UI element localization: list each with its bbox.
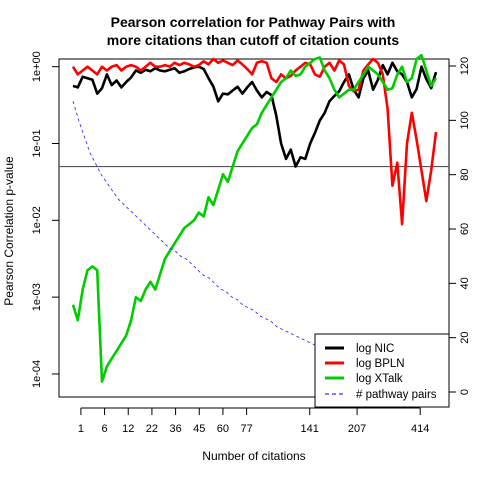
x-axis-label: Number of citations — [202, 449, 305, 463]
right-axis-tick-label: 20 — [459, 332, 471, 344]
x-axis-tick-label: 207 — [348, 423, 366, 435]
series-line-log-bpln — [71, 57, 438, 226]
x-axis-tick-label: 414 — [411, 423, 429, 435]
x-axis-tick-label: 12 — [122, 423, 134, 435]
right-axis-tick-label: 0 — [459, 389, 471, 395]
x-axis-tick-label: 6 — [102, 423, 108, 435]
right-axis-tick-label: 80 — [459, 169, 471, 181]
series-line-pathway-pairs — [72, 101, 357, 366]
right-axis-tick-label: 60 — [459, 223, 471, 235]
legend-label-bpln: log BPLN — [356, 358, 405, 370]
x-axis-tick-label: 36 — [169, 423, 181, 435]
left-axis-tick-label: 1e+00 — [31, 51, 43, 82]
x-axis-tick-label: 22 — [146, 423, 158, 435]
x-axis-tick-label: 60 — [217, 423, 229, 435]
series-layer — [71, 53, 438, 383]
series-line-log-xtalk — [71, 53, 438, 383]
left-axis: 1e-04 1e-03 1e-02 1e-01 1e+00 — [31, 51, 60, 388]
y-axis-label: Pearson Correlation p-value — [2, 156, 16, 306]
series-line-log-nic — [72, 61, 438, 168]
chart-title-line1: Pearson correlation for Pathway Pairs wi… — [111, 14, 396, 30]
right-axis: 0 20 40 60 80 100 120 — [448, 57, 471, 395]
legend-label-pathway-pairs: # pathway pairs — [356, 389, 437, 401]
legend-label-xtalk: log XTalk — [356, 373, 403, 385]
x-axis-tick-label: 1 — [78, 423, 84, 435]
bottom-axis: 1 6 12 22 36 45 60 77 141 207 414 — [78, 407, 429, 435]
left-axis-tick-label: 1e-03 — [31, 283, 43, 311]
left-axis-tick-label: 1e-01 — [31, 129, 43, 157]
legend-box — [314, 333, 450, 408]
x-axis-tick-label: 45 — [193, 423, 205, 435]
x-axis-tick-label: 77 — [240, 423, 252, 435]
legend-label-nic: log NIC — [356, 343, 394, 355]
right-axis-tick-label: 40 — [459, 277, 471, 289]
right-axis-tick-label: 100 — [459, 111, 471, 129]
left-axis-tick-label: 1e-02 — [31, 206, 43, 234]
x-axis-tick-label: 141 — [301, 423, 319, 435]
left-axis-tick-label: 1e-04 — [31, 360, 43, 388]
legend: log NIC log BPLN log XTalk # pathway pai… — [314, 333, 450, 408]
right-axis-tick-label: 120 — [459, 57, 471, 75]
chart-title-line2: more citations than cutoff of citation c… — [107, 32, 400, 48]
